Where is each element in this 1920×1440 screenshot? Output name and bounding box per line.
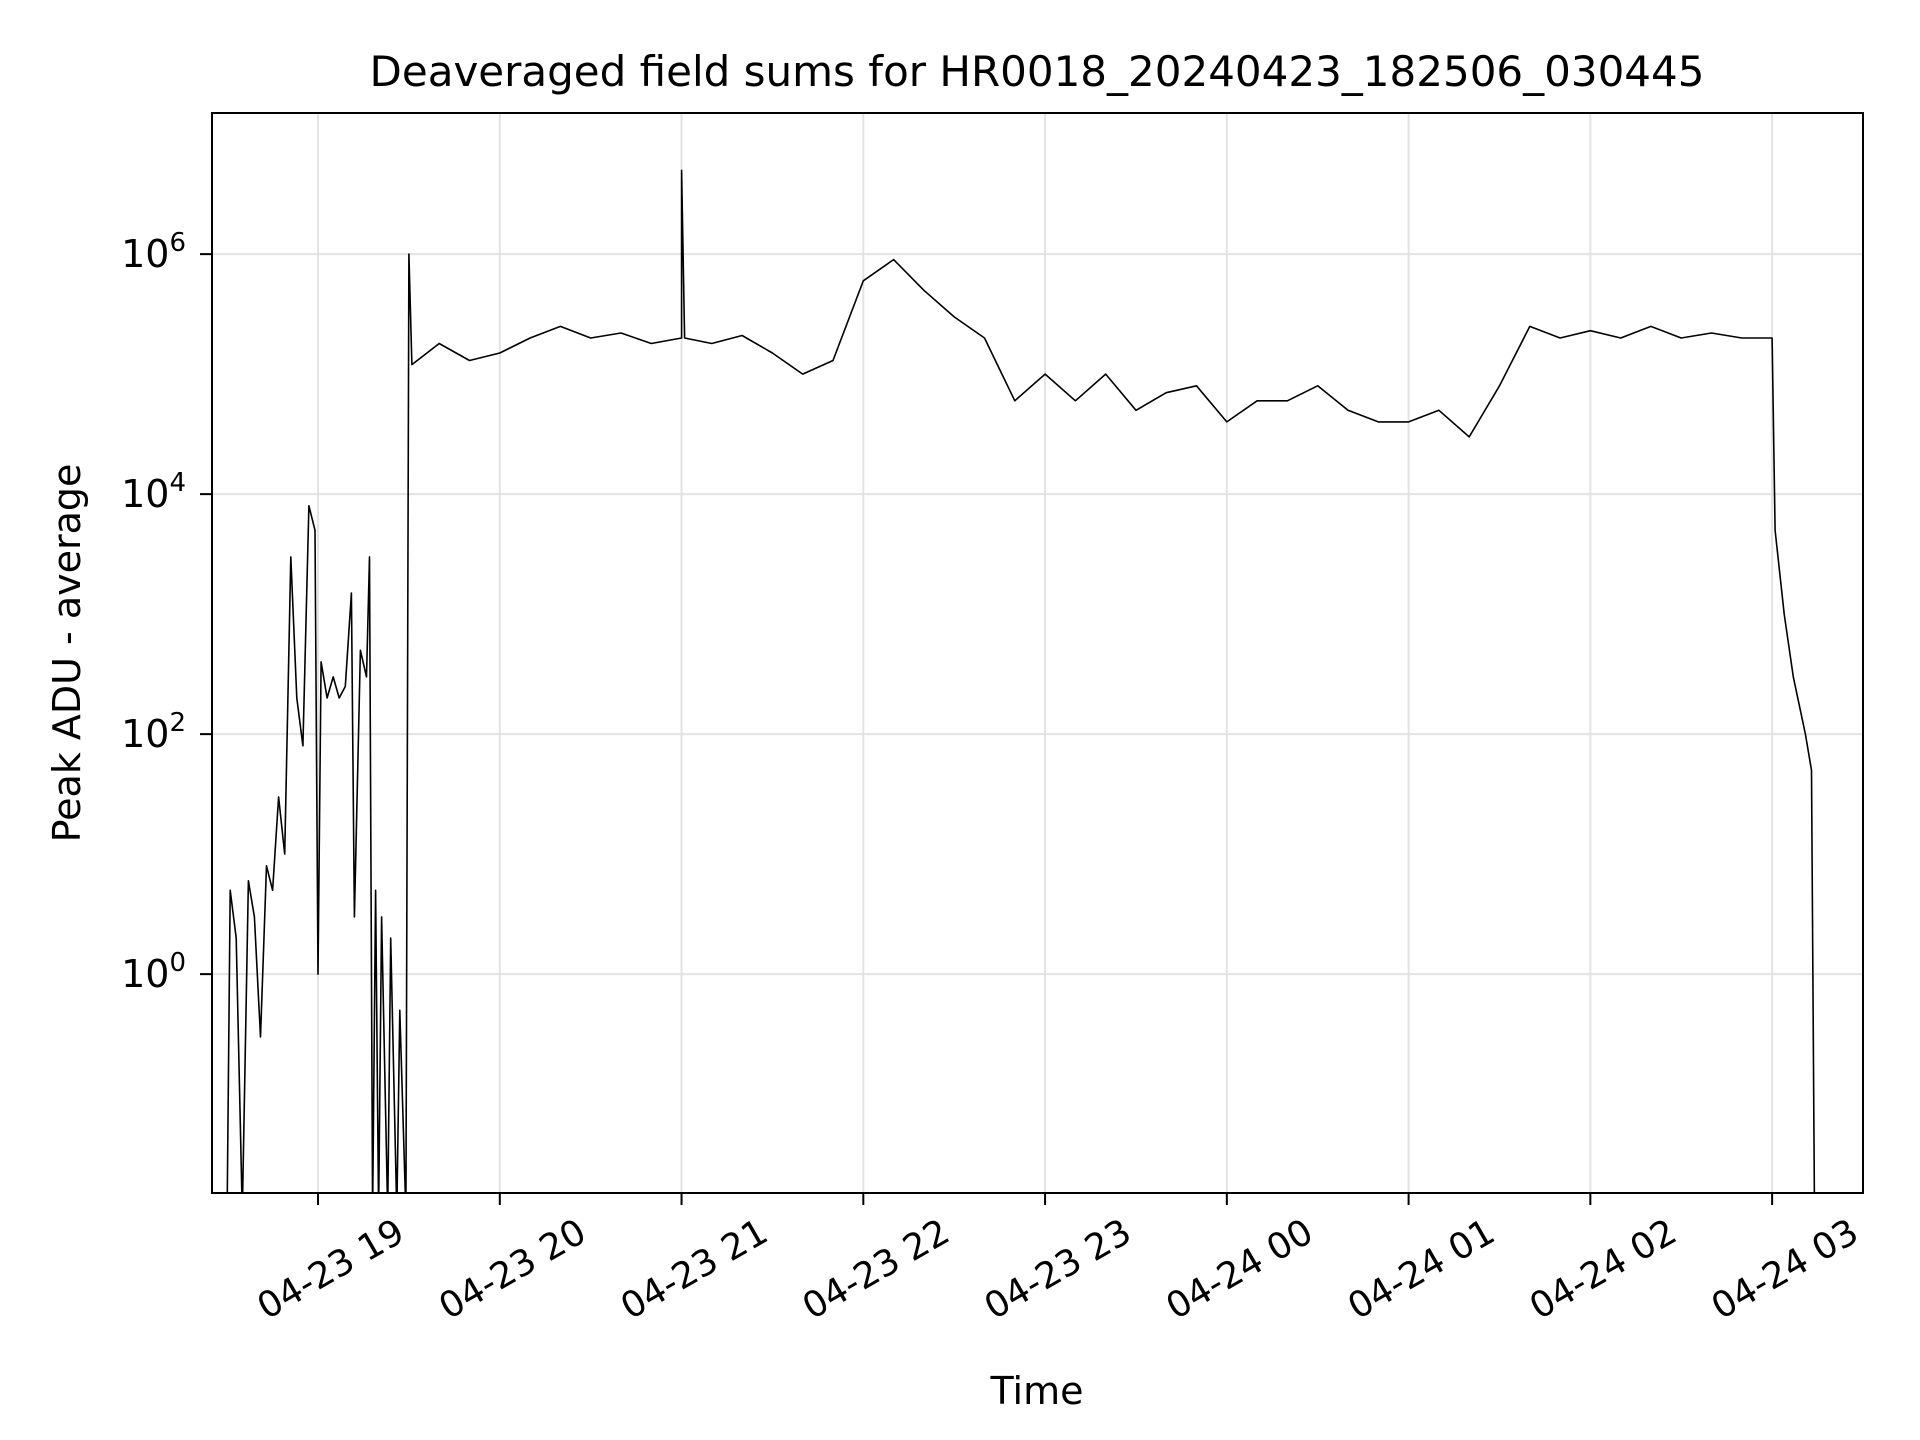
y-tick-label: 106 xyxy=(121,228,186,276)
y-tick-label: 104 xyxy=(121,468,186,516)
y-axis-label: Peak ADU - average xyxy=(45,464,89,843)
x-axis-label: Time xyxy=(990,1369,1084,1413)
y-tick-exponent: 0 xyxy=(169,948,186,978)
series-line xyxy=(226,169,1816,1193)
y-tick-exponent: 2 xyxy=(169,708,186,738)
y-tick-exponent: 6 xyxy=(169,228,186,258)
y-tick-base: 10 xyxy=(121,232,169,276)
y-tick-base: 10 xyxy=(121,472,169,516)
y-tick-base: 10 xyxy=(121,712,169,756)
plot-frame xyxy=(211,112,1864,1194)
y-tick-label: 102 xyxy=(121,708,186,756)
y-tick-base: 10 xyxy=(121,952,169,996)
chart-title: Deaveraged field sums for HR0018_2024042… xyxy=(370,47,1705,96)
series-layer xyxy=(226,169,1816,1193)
y-tick-exponent: 4 xyxy=(169,468,186,498)
y-tick-label: 100 xyxy=(121,948,186,996)
